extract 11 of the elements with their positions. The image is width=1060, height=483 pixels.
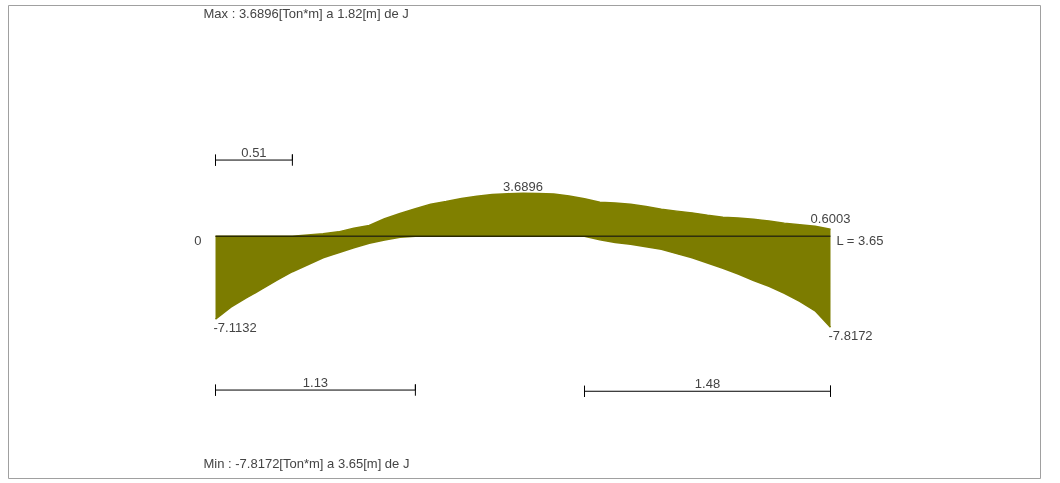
text: L = 3.65 [836, 232, 884, 248]
annotation: 1.48 [694, 376, 721, 392]
data-label: 3.6896 [503, 179, 543, 195]
chart-title: Max : 3.6896[Ton*m] a 1.82[m] de J [203, 6, 409, 21]
data-label: 0 [194, 232, 202, 248]
data-label: -7.8172 [828, 328, 873, 344]
annotation: Min : -7.8172[Ton*m] a 3.65[m] de J [203, 456, 410, 471]
annotation: 0.51 [241, 145, 267, 161]
annotation: 1.13 [302, 375, 329, 391]
data-label: 0.6003 [810, 211, 851, 227]
data-label: -7.1132 [213, 320, 257, 336]
